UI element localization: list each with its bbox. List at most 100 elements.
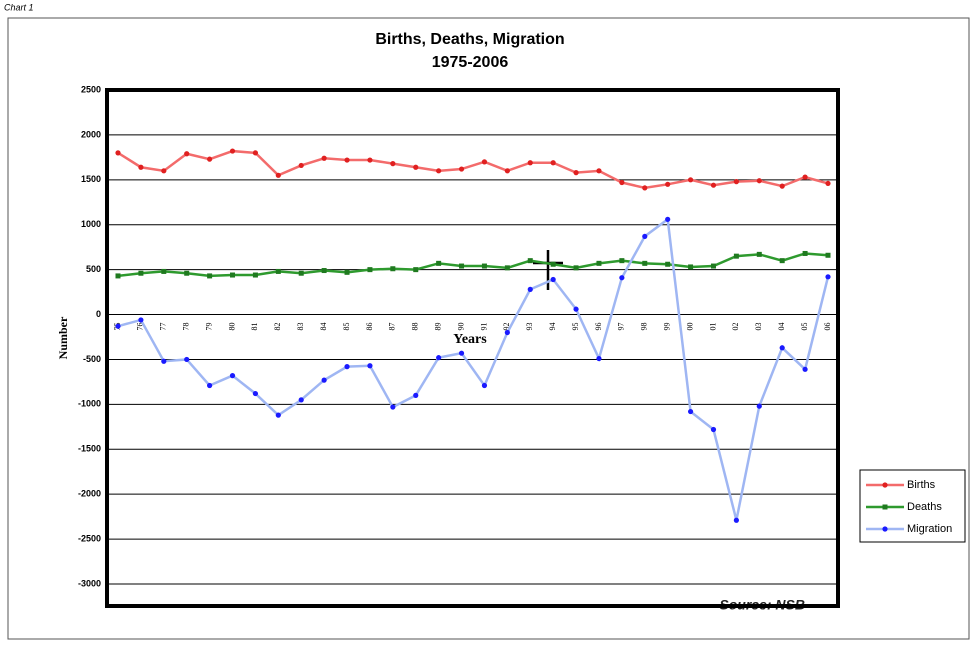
x-tick-label: 84 (319, 323, 328, 331)
data-point (115, 150, 120, 155)
x-tick-label: 02 (731, 323, 740, 331)
x-tick-label: 96 (594, 323, 603, 331)
x-axis-label: Years (453, 332, 487, 347)
data-point (573, 307, 578, 312)
data-point (642, 234, 647, 239)
data-point (184, 151, 189, 156)
x-tick-label: 00 (685, 323, 694, 331)
data-point (230, 373, 235, 378)
data-point (459, 264, 464, 269)
chart-subtitle: 1975-2006 (432, 54, 509, 71)
data-point (551, 262, 556, 267)
y-tick-label: -1500 (78, 444, 101, 454)
data-point (619, 275, 624, 280)
data-point (322, 156, 327, 161)
x-tick-label: 88 (411, 323, 420, 331)
data-point (299, 271, 304, 276)
data-point (596, 261, 601, 266)
data-point (505, 330, 510, 335)
data-point (413, 393, 418, 398)
data-point (459, 166, 464, 171)
data-point (711, 264, 716, 269)
y-tick-label: -2000 (78, 489, 101, 499)
x-tick-label: 06 (823, 323, 832, 331)
data-point (803, 251, 808, 256)
data-point (413, 267, 418, 272)
data-point (344, 364, 349, 369)
data-point (802, 175, 807, 180)
x-tick-label: 03 (754, 323, 763, 331)
data-point (757, 404, 762, 409)
data-point (436, 261, 441, 266)
data-point (574, 265, 579, 270)
chart: Chart 1 Births, Deaths, Migration 1975-2… (0, 0, 975, 641)
data-point (253, 273, 258, 278)
data-point (596, 356, 601, 361)
x-tick-label: 78 (182, 323, 191, 331)
data-point (367, 267, 372, 272)
y-tick-label: 1500 (81, 174, 101, 184)
data-point (299, 163, 304, 168)
legend-marker (883, 505, 888, 510)
y-tick-label: -2500 (78, 533, 101, 543)
data-point (230, 148, 235, 153)
data-point (551, 277, 556, 282)
data-point (505, 265, 510, 270)
data-point (276, 269, 281, 274)
data-point (390, 266, 395, 271)
y-tick-label: 1000 (81, 219, 101, 229)
data-point (322, 378, 327, 383)
x-tick-label: 91 (479, 323, 488, 331)
y-tick-label: -1000 (78, 399, 101, 409)
x-tick-label: 87 (388, 323, 397, 331)
data-point (665, 262, 670, 267)
data-point (207, 383, 212, 388)
data-point (459, 351, 464, 356)
data-point (482, 264, 487, 269)
data-point (596, 168, 601, 173)
data-point (299, 397, 304, 402)
data-point (390, 404, 395, 409)
data-point (184, 357, 189, 362)
data-point (757, 252, 762, 257)
data-point (573, 170, 578, 175)
data-point (367, 363, 372, 368)
y-tick-label: -3000 (78, 578, 101, 588)
data-point (757, 178, 762, 183)
x-tick-label: 98 (640, 323, 649, 331)
legend-marker (882, 482, 887, 487)
x-tick-label: 85 (342, 323, 351, 331)
chart-title: Births, Deaths, Migration (375, 31, 564, 48)
data-point (436, 168, 441, 173)
data-point (276, 413, 281, 418)
x-tick-label: 01 (708, 323, 717, 331)
y-tick-label: 500 (86, 264, 101, 274)
data-point (528, 287, 533, 292)
x-tick-label: 04 (777, 323, 786, 331)
y-tick-label: -500 (83, 354, 101, 364)
data-point (344, 157, 349, 162)
data-point (825, 274, 830, 279)
data-point (734, 179, 739, 184)
data-point (367, 157, 372, 162)
data-point (253, 150, 258, 155)
data-point (688, 177, 693, 182)
data-point (780, 345, 785, 350)
x-tick-label: 81 (250, 323, 259, 331)
x-tick-label: 79 (204, 323, 213, 331)
data-point (665, 182, 670, 187)
data-point (253, 391, 258, 396)
x-tick-label: 89 (433, 323, 442, 331)
x-tick-label: 77 (159, 323, 168, 331)
data-point (413, 165, 418, 170)
data-point (802, 367, 807, 372)
x-tick-label: 80 (227, 323, 236, 331)
data-point (619, 180, 624, 185)
y-tick-label: 2000 (81, 129, 101, 139)
legend-label: Births (907, 479, 936, 491)
data-point (390, 161, 395, 166)
data-point (505, 168, 510, 173)
data-point (734, 254, 739, 259)
y-axis-label: Number (56, 316, 70, 359)
x-tick-label: 93 (525, 323, 534, 331)
